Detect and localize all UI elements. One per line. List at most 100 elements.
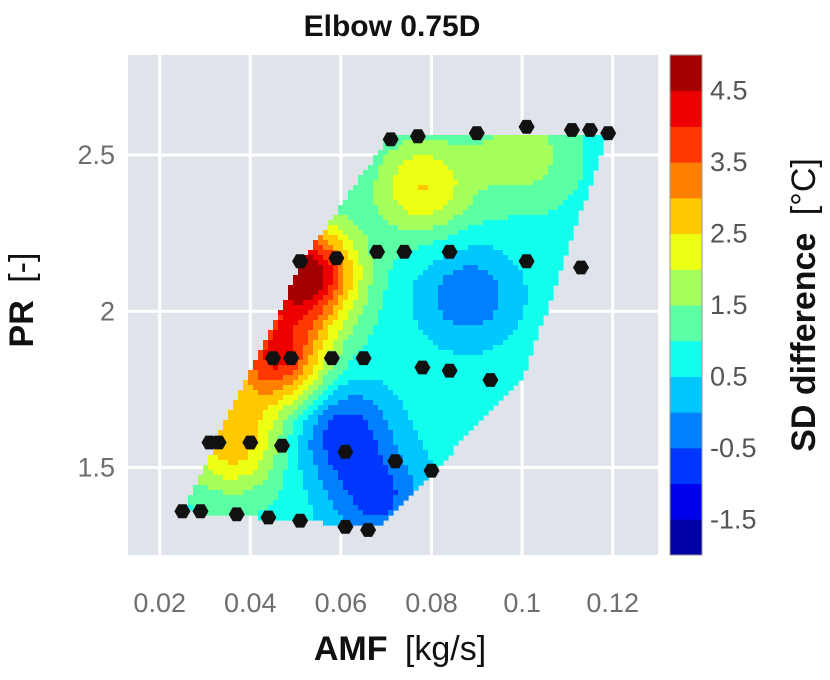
contour-cell — [408, 260, 414, 266]
contour-cell — [473, 265, 479, 271]
contour-cell — [238, 390, 244, 396]
contour-cell — [368, 340, 374, 346]
contour-cell — [533, 235, 539, 241]
contour-cell — [398, 410, 404, 416]
contour-cell — [498, 325, 504, 331]
contour-cell — [423, 300, 429, 306]
contour-cell — [358, 225, 364, 231]
contour-cell — [253, 450, 259, 456]
contour-cell — [438, 395, 444, 401]
contour-cell — [518, 295, 524, 301]
contour-cell — [253, 470, 259, 476]
contour-cell — [303, 495, 309, 501]
contour-cell — [293, 505, 299, 511]
contour-cell — [518, 195, 524, 201]
contour-cell — [308, 350, 314, 356]
contour-cell — [483, 255, 489, 261]
contour-cell — [498, 140, 504, 146]
contour-cell — [323, 335, 329, 341]
contour-cell — [408, 440, 414, 446]
contour-cell — [403, 200, 409, 206]
contour-cell — [548, 295, 554, 301]
contour-cell — [458, 330, 464, 336]
contour-cell — [293, 275, 299, 281]
contour-cell — [433, 320, 439, 326]
contour-cell — [263, 380, 269, 386]
contour-cell — [318, 490, 324, 496]
contour-cell — [428, 395, 434, 401]
contour-cell — [288, 410, 294, 416]
contour-cell — [378, 150, 384, 156]
contour-cell — [378, 270, 384, 276]
contour-cell — [508, 260, 514, 266]
contour-cell — [528, 315, 534, 321]
contour-cell — [393, 410, 399, 416]
contour-cell — [443, 260, 449, 266]
contour-cell — [468, 280, 474, 286]
contour-cell — [358, 320, 364, 326]
contour-cell — [458, 390, 464, 396]
contour-cell — [358, 215, 364, 221]
contour-cell — [393, 165, 399, 171]
contour-cell — [403, 360, 409, 366]
contour-cell — [218, 475, 224, 481]
contour-cell — [448, 440, 454, 446]
contour-cell — [278, 515, 284, 521]
contour-cell — [358, 445, 364, 451]
contour-cell — [273, 345, 279, 351]
contour-cell — [433, 380, 439, 386]
contour-cell — [298, 355, 304, 361]
contour-cell — [393, 475, 399, 481]
contour-cell — [413, 350, 419, 356]
contour-cell — [443, 190, 449, 196]
contour-cell — [303, 465, 309, 471]
contour-cell — [313, 465, 319, 471]
contour-cell — [483, 395, 489, 401]
contour-cell — [258, 450, 264, 456]
contour-cell — [458, 250, 464, 256]
contour-cell — [293, 390, 299, 396]
contour-cell — [343, 440, 349, 446]
contour-cell — [373, 275, 379, 281]
contour-cell — [353, 200, 359, 206]
contour-cell — [318, 360, 324, 366]
contour-cell — [328, 325, 334, 331]
contour-cell — [563, 140, 569, 146]
contour-cell — [428, 440, 434, 446]
contour-cell — [533, 190, 539, 196]
contour-cell — [433, 160, 439, 166]
contour-cell — [543, 145, 549, 151]
contour-cell — [323, 440, 329, 446]
contour-cell — [383, 415, 389, 421]
contour-cell — [223, 510, 229, 516]
contour-cell — [528, 170, 534, 176]
contour-cell — [458, 220, 464, 226]
contour-cell — [328, 330, 334, 336]
contour-cell — [563, 135, 569, 141]
contour-cell — [348, 425, 354, 431]
contour-cell — [473, 410, 479, 416]
contour-cell — [538, 225, 544, 231]
contour-cell — [318, 420, 324, 426]
contour-cell — [368, 380, 374, 386]
contour-cell — [408, 180, 414, 186]
contour-cell — [408, 415, 414, 421]
contour-cell — [408, 405, 414, 411]
contour-cell — [443, 330, 449, 336]
contour-cell — [288, 485, 294, 491]
contour-cell — [348, 355, 354, 361]
contour-cell — [248, 490, 254, 496]
contour-cell — [468, 235, 474, 241]
contour-cell — [203, 475, 209, 481]
y-tick-label: 2 — [100, 296, 115, 326]
contour-cell — [343, 370, 349, 376]
contour-cell — [478, 345, 484, 351]
contour-cell — [243, 475, 249, 481]
contour-cell — [488, 370, 494, 376]
contour-cell — [388, 350, 394, 356]
contour-cell — [453, 230, 459, 236]
contour-cell — [403, 475, 409, 481]
contour-cell — [558, 195, 564, 201]
contour-cell — [418, 410, 424, 416]
contour-cell — [453, 265, 459, 271]
